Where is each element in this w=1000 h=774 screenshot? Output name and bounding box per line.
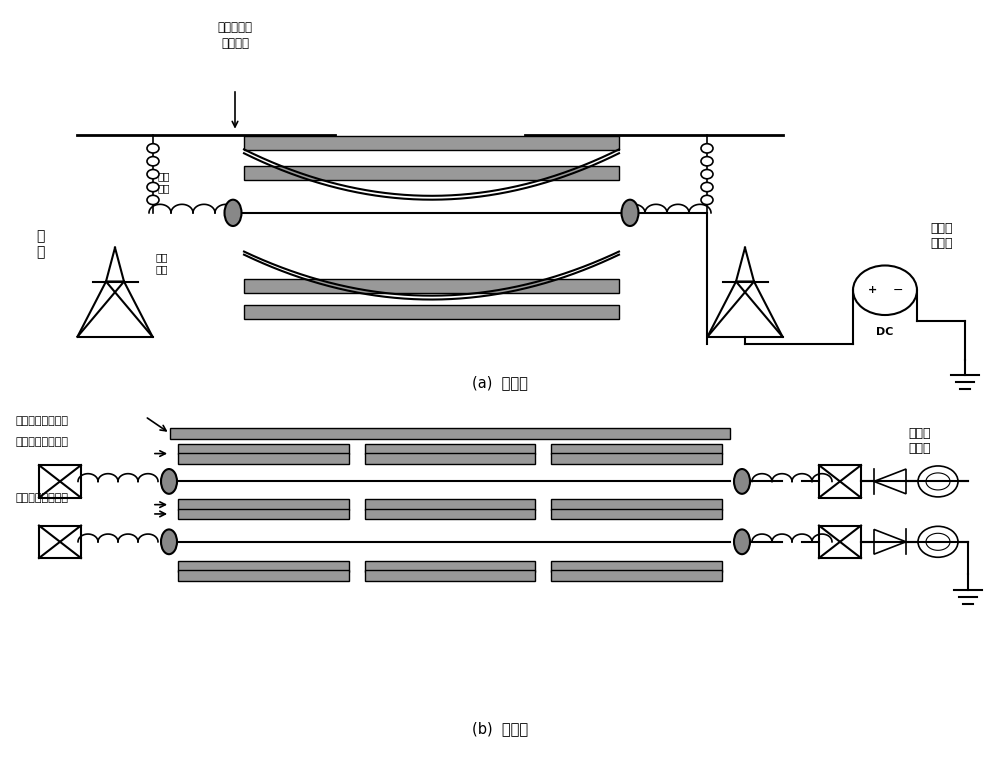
Ellipse shape	[161, 469, 177, 494]
Text: −: −	[893, 284, 903, 296]
Circle shape	[701, 170, 713, 179]
Bar	[178, 444, 349, 454]
Circle shape	[701, 144, 713, 153]
Bar	[365, 561, 535, 572]
Bar	[365, 509, 535, 519]
Bar	[551, 570, 722, 581]
Bar	[178, 499, 349, 510]
Ellipse shape	[161, 529, 177, 554]
Bar	[178, 509, 349, 519]
Bar	[244, 166, 619, 180]
Bar	[551, 444, 722, 454]
Text: (a)  侧视图: (a) 侧视图	[472, 375, 528, 391]
Text: 测试层（分三段）: 测试层（分三段）	[15, 493, 68, 503]
Bar	[178, 570, 349, 581]
Circle shape	[147, 170, 159, 179]
Text: 绝缘
子串: 绝缘 子串	[158, 171, 170, 193]
Text: 屏蔽层（不分段）: 屏蔽层（不分段）	[15, 416, 68, 426]
Bar	[551, 509, 722, 519]
Bar	[39, 465, 81, 498]
Bar	[178, 453, 349, 464]
Bar	[365, 570, 535, 581]
Circle shape	[701, 195, 713, 204]
Bar	[365, 499, 535, 510]
Bar	[819, 465, 861, 498]
Circle shape	[147, 183, 159, 192]
Ellipse shape	[734, 529, 750, 554]
Bar	[178, 561, 349, 572]
Text: 特殊设计的
杆塔横担: 特殊设计的 杆塔横担	[218, 22, 252, 50]
Bar	[365, 444, 535, 454]
Circle shape	[147, 156, 159, 166]
Bar	[365, 453, 535, 464]
Bar	[39, 526, 81, 558]
Bar	[244, 136, 619, 150]
Ellipse shape	[622, 200, 639, 226]
Text: (b)  俯视图: (b) 俯视图	[472, 721, 528, 737]
Text: 双极直
流电源: 双极直 流电源	[909, 427, 931, 455]
Text: 测试层（分三段）: 测试层（分三段）	[15, 437, 68, 447]
Bar	[819, 526, 861, 558]
Text: 杆
塔: 杆 塔	[36, 228, 44, 259]
Circle shape	[147, 195, 159, 204]
Circle shape	[147, 144, 159, 153]
Circle shape	[701, 183, 713, 192]
Bar	[244, 279, 619, 293]
Text: +: +	[868, 286, 877, 295]
Text: 双极直
流电源: 双极直 流电源	[930, 222, 952, 250]
Text: DC: DC	[876, 327, 894, 337]
Bar	[551, 499, 722, 510]
Bar	[551, 561, 722, 572]
Bar	[170, 428, 730, 439]
Circle shape	[701, 156, 713, 166]
Ellipse shape	[734, 469, 750, 494]
Ellipse shape	[224, 200, 241, 226]
Text: 导线
挂盘: 导线 挂盘	[155, 252, 168, 274]
Bar	[551, 453, 722, 464]
Bar	[244, 305, 619, 319]
